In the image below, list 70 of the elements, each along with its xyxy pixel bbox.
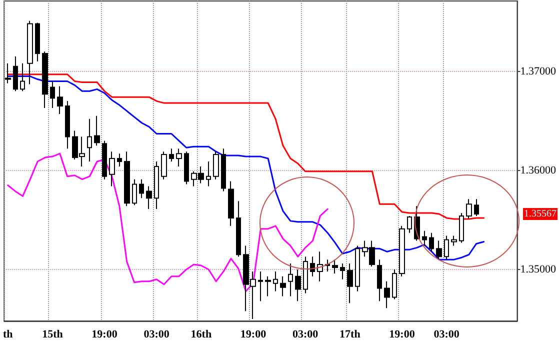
candlestick (317, 251, 323, 282)
y-tick-label: 1.35000 (520, 263, 556, 276)
candlestick (161, 151, 167, 180)
candlestick (146, 186, 152, 210)
candlestick (132, 178, 137, 206)
candlestick (399, 225, 405, 277)
candlestick (117, 153, 122, 167)
candlestick (213, 151, 219, 180)
candlestick (355, 245, 360, 292)
x-tick-label: 03:00 (434, 328, 460, 340)
line-series (7, 74, 485, 220)
candlestick (459, 212, 464, 244)
candlestick (436, 240, 442, 260)
candlestick (20, 62, 25, 92)
candlestick (444, 235, 449, 260)
candlestick (102, 140, 107, 180)
x-tick-label: 19:00 (389, 328, 416, 340)
candlestick (377, 259, 382, 302)
line-series (7, 152, 328, 292)
candlestick (228, 180, 234, 226)
candlestick (392, 268, 397, 300)
text: 1.35567 (524, 208, 556, 220)
candlestick (332, 259, 338, 274)
x-tick-label: 19:00 (92, 328, 118, 340)
candlestick (295, 268, 301, 302)
candlestick (169, 148, 174, 162)
x-tick-label: 03:00 (292, 328, 319, 340)
candlestick (57, 86, 63, 114)
candlestick (184, 151, 189, 185)
candlestick (384, 280, 390, 309)
x-tick-label: 16th (190, 328, 212, 340)
candlestick (466, 198, 472, 220)
candlestick (288, 263, 293, 297)
candlestick (206, 160, 211, 187)
candlestick (87, 118, 92, 162)
line-series (7, 76, 485, 260)
candlestick (310, 256, 315, 277)
candlestick (422, 230, 427, 246)
candlestick (221, 148, 226, 192)
candlestick (429, 232, 434, 252)
candlestick (13, 56, 18, 92)
candlestick (265, 276, 271, 297)
candlestick (94, 115, 100, 146)
candlestick (474, 198, 479, 216)
candlestick (124, 151, 130, 207)
y-tick-label: 1.36000 (520, 164, 556, 176)
candlestick (273, 270, 278, 292)
candlestick (258, 270, 263, 302)
candlestick (451, 235, 457, 246)
candlestick (154, 160, 159, 210)
candlestick (303, 256, 308, 294)
x-tick-label: 15th (42, 328, 63, 340)
candlestick (236, 200, 241, 258)
x-tick-label: th (2, 328, 13, 340)
candlestick (347, 263, 353, 304)
candlestick (65, 100, 70, 150)
candlestick (407, 215, 412, 234)
x-tick-label: 03:00 (144, 328, 170, 340)
y-tick-label: 1.37000 (520, 65, 556, 78)
candlestick (280, 276, 286, 297)
candlestick (176, 148, 182, 167)
candlestick (109, 151, 115, 187)
candlestick (42, 51, 48, 108)
candlestick (35, 22, 40, 62)
candlestick (139, 178, 144, 199)
candlestick (50, 80, 55, 108)
x-tick-label: 17th (340, 328, 360, 340)
candlestick (340, 263, 345, 280)
candlestick (27, 20, 33, 85)
x-tick-label: 19:00 (240, 328, 267, 340)
